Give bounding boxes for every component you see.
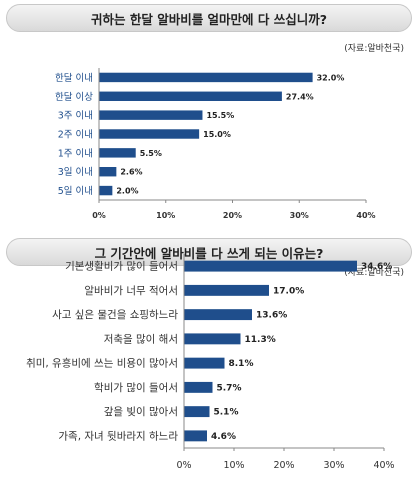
- chart-1-category-label: 3주 이내: [58, 111, 93, 122]
- chart-1-panel: 귀하는 한달 알바비를 얼마만에 다 쓰십니까? (자료:알바천국) 0% 10%…: [0, 0, 418, 236]
- chart-1-bar: [99, 185, 113, 196]
- chart-1-category-label: 2주 이내: [58, 130, 93, 141]
- chart-1-value-label: 2.0%: [116, 187, 138, 196]
- chart-2-value-label: 17.0%: [273, 286, 304, 296]
- chart-2-value-label: 34.6%: [361, 262, 392, 272]
- chart-1-value-label: 15.0%: [203, 130, 231, 139]
- chart-1-bar: [99, 110, 203, 120]
- chart-1-tick-label: 30%: [290, 211, 309, 220]
- chart-1-category-label: 한달 이내: [55, 72, 93, 84]
- chart-2-bar: [184, 357, 225, 369]
- chart-2-value-label: 11.3%: [245, 335, 276, 345]
- chart-1-tick-label: 10%: [156, 211, 175, 220]
- chart-2-bar: [184, 430, 207, 442]
- chart-2-value-label: 4.6%: [211, 432, 236, 442]
- chart-2-value-label: 5.7%: [217, 383, 242, 393]
- chart-2-category-label: 기본생활비가 많이 들어서: [65, 260, 178, 273]
- chart-2-source: (자료:알바천국): [344, 268, 404, 278]
- chart-2-bar: [184, 381, 213, 393]
- chart-1-value-label: 27.4%: [286, 92, 314, 101]
- chart-1-tick-label: 40%: [356, 211, 375, 220]
- chart-2-panel: 그 기간안에 알바비를 다 쓰게 되는 이유는? (자료:알바천국) 0% 10%…: [0, 236, 418, 480]
- chart-2-category-label: 알바비가 너무 적어서: [84, 285, 178, 297]
- chart-1-category-label: 5일 이내: [58, 186, 93, 197]
- chart-1-category-label: 한달 이상: [55, 91, 93, 103]
- chart-1-bar: [99, 148, 136, 158]
- chart-2-value-label: 13.6%: [256, 311, 287, 321]
- chart-1-bar: [99, 129, 200, 139]
- chart-2-tick-label: 20%: [273, 460, 294, 471]
- chart-1-category-label: 1주 이내: [58, 148, 93, 159]
- chart-2-tick-label: 30%: [323, 460, 344, 471]
- chart-2-value-label: 5.1%: [214, 408, 239, 418]
- chart-1-value-label: 32.0%: [317, 73, 345, 82]
- chart-2-category-label: 저축을 많이 해서: [104, 332, 178, 345]
- chart-2-bar: [184, 406, 210, 418]
- chart-1-value-label: 15.5%: [206, 111, 234, 120]
- chart-1-category-label: 3일 이내: [58, 167, 93, 178]
- chart-1-plot: 0% 10% 20% 30% 40% 한달 이내 32.0% 한달 이상 27.4% 3주 이내 1…: [55, 68, 376, 220]
- chart-2-category-label: 갚을 빚이 많아서: [104, 406, 178, 418]
- chart-2-tick-label: 40%: [373, 460, 394, 471]
- chart-2-tick-label: 10%: [223, 460, 244, 471]
- chart-2-bar: [184, 333, 241, 345]
- chart-2-category-label: 취미, 유흥비에 쓰는 비용이 많아서: [26, 357, 178, 370]
- chart-2-category-label: 가족, 자녀 뒷바라지 하느라: [58, 429, 178, 442]
- chart-1-bar: [99, 72, 313, 83]
- chart-2-tick-label: 0%: [176, 460, 191, 471]
- chart-1-bar: [99, 91, 282, 101]
- chart-1-value-label: 2.6%: [120, 168, 142, 177]
- chart-2-bar: [184, 260, 357, 272]
- chart-2-bar: [184, 284, 269, 296]
- chart-2-category-label: 학비가 많이 들어서: [94, 382, 178, 394]
- chart-2-plot: 0% 10% 20% 30% 40% 기본생활비가 많이 들어서 34.6% 알바비가 너무 …: [26, 254, 395, 471]
- chart-1-tick-label: 20%: [223, 211, 242, 220]
- chart-1-bar: [99, 167, 117, 177]
- chart-2-category-label: 사고 싶은 물건을 쇼핑하느라: [52, 308, 178, 321]
- chart-1-tick-label: 0%: [92, 211, 106, 220]
- chart-2-value-label: 8.1%: [229, 359, 254, 369]
- chart-1-title: 귀하는 한달 알바비를 얼마만에 다 쓰십니까?: [6, 4, 412, 32]
- chart-1-source: (자료:알바천국): [344, 44, 404, 54]
- chart-2-bar: [184, 309, 252, 321]
- chart-1-value-label: 5.5%: [140, 149, 162, 158]
